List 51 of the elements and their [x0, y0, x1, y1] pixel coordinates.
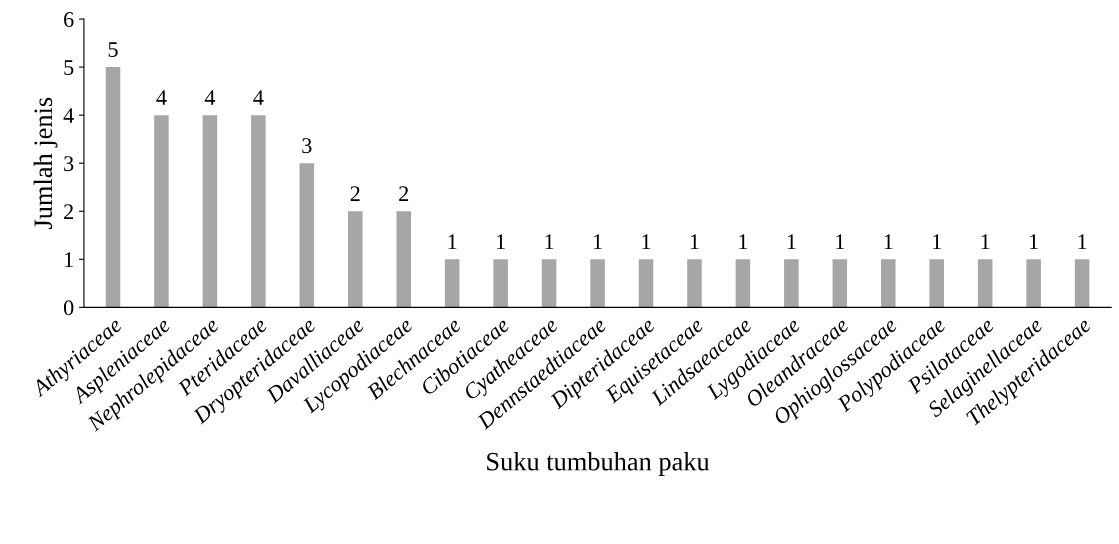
y-axis-title: Jumlah jenis: [33, 97, 58, 229]
data-label: 1: [933, 234, 941, 250]
data-label: 1: [545, 234, 554, 250]
data-label: 1: [884, 234, 893, 250]
bar: [251, 115, 266, 308]
data-label: 3: [302, 138, 312, 154]
bar: [638, 259, 654, 308]
data-label: 2: [350, 186, 360, 201]
data-label: 5: [108, 42, 118, 58]
data-label: 1: [1078, 234, 1087, 250]
y-tick-label: 6: [64, 12, 74, 27]
y-tick-label: 5: [64, 60, 74, 76]
y-tick-label: 2: [64, 204, 73, 219]
data-label: 1: [448, 234, 457, 250]
bar: [348, 211, 363, 308]
bar: [929, 259, 944, 308]
bar: [396, 211, 411, 308]
data-label: 1: [787, 234, 796, 250]
bar: [590, 259, 605, 308]
bar: [202, 115, 218, 308]
bar: [541, 259, 557, 308]
bar: [1026, 259, 1041, 308]
data-label: 1: [739, 234, 748, 250]
data-label: 1: [593, 234, 602, 250]
data-label: 4: [253, 90, 264, 105]
data-label: 1: [642, 234, 651, 250]
bar: [735, 259, 751, 308]
data-label: 4: [204, 90, 216, 105]
data-label: 1: [690, 234, 699, 250]
bar: [105, 67, 121, 308]
y-tick-label: 3: [64, 156, 74, 172]
bar: [154, 115, 169, 308]
bar: [1074, 259, 1090, 308]
bar: [784, 259, 799, 308]
bar: [881, 259, 896, 308]
data-label: 2: [399, 186, 409, 201]
y-tick-label: 1: [65, 252, 73, 268]
data-label: 1: [981, 234, 990, 250]
y-tick-label: 4: [63, 108, 74, 123]
bar: [493, 259, 508, 308]
data-label: 1: [836, 234, 845, 250]
data-label: 1: [497, 234, 505, 250]
y-tick-label: 0: [63, 300, 74, 316]
bar: [299, 163, 315, 308]
bar: [977, 259, 993, 308]
data-label: 1: [1030, 234, 1038, 250]
bar: [832, 259, 848, 308]
bar: [687, 259, 702, 308]
x-axis-title: Suku tumbuhan paku: [487, 451, 710, 476]
data-label: 4: [156, 90, 167, 105]
bar: [444, 259, 460, 308]
